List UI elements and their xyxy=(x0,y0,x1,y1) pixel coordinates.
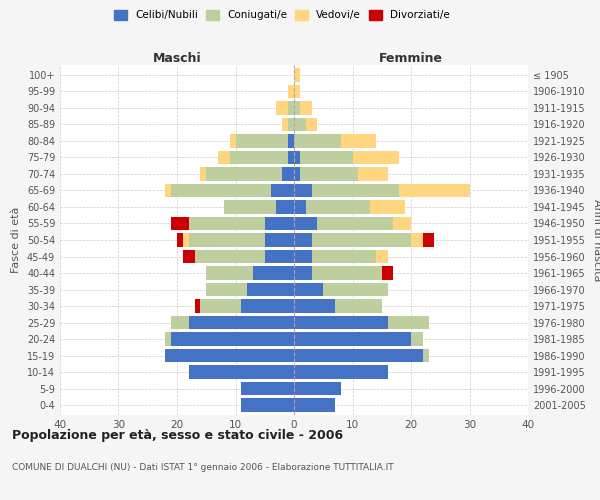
Bar xyxy=(277,101,288,114)
Bar xyxy=(335,300,382,313)
Bar xyxy=(188,233,265,247)
Bar xyxy=(171,332,294,346)
Bar xyxy=(294,216,317,230)
Bar xyxy=(253,266,294,280)
Bar xyxy=(218,150,230,164)
Bar xyxy=(400,184,470,197)
Bar xyxy=(165,184,171,197)
Bar xyxy=(283,167,294,180)
Bar xyxy=(277,200,294,214)
Y-axis label: Anni di nascita: Anni di nascita xyxy=(592,198,600,281)
Bar xyxy=(294,84,300,98)
Bar xyxy=(247,283,294,296)
Text: Femmine: Femmine xyxy=(379,52,443,65)
Bar xyxy=(411,233,422,247)
Bar xyxy=(294,349,423,362)
Bar xyxy=(288,84,294,98)
Bar xyxy=(265,250,294,264)
Bar xyxy=(370,200,405,214)
Bar xyxy=(388,316,428,330)
Bar xyxy=(294,118,306,131)
Bar xyxy=(311,184,400,197)
Bar xyxy=(300,101,311,114)
Bar xyxy=(294,382,341,396)
Bar xyxy=(171,184,271,197)
Bar xyxy=(311,266,382,280)
Bar xyxy=(171,316,188,330)
Legend: Celibi/Nubili, Coniugati/e, Vedovi/e, Divorziati/e: Celibi/Nubili, Coniugati/e, Vedovi/e, Di… xyxy=(114,10,450,20)
Bar xyxy=(294,68,300,82)
Bar xyxy=(188,216,265,230)
Bar xyxy=(194,300,200,313)
Bar xyxy=(171,216,188,230)
Bar xyxy=(300,167,358,180)
Text: Popolazione per età, sesso e stato civile - 2006: Popolazione per età, sesso e stato civil… xyxy=(12,430,343,442)
Bar xyxy=(241,382,294,396)
Bar xyxy=(265,216,294,230)
Bar xyxy=(288,101,294,114)
Bar xyxy=(353,150,400,164)
Bar xyxy=(188,316,294,330)
Bar xyxy=(265,233,294,247)
Bar xyxy=(306,200,370,214)
Bar xyxy=(241,300,294,313)
Bar xyxy=(183,250,194,264)
Bar xyxy=(341,134,376,147)
Text: Maschi: Maschi xyxy=(152,52,202,65)
Bar xyxy=(230,150,288,164)
Bar xyxy=(411,332,422,346)
Bar xyxy=(294,167,300,180)
Y-axis label: Fasce di età: Fasce di età xyxy=(11,207,21,273)
Bar xyxy=(235,134,288,147)
Bar xyxy=(394,216,411,230)
Bar xyxy=(376,250,388,264)
Bar xyxy=(206,283,247,296)
Bar xyxy=(306,118,317,131)
Bar xyxy=(294,266,311,280)
Bar xyxy=(423,349,428,362)
Bar xyxy=(382,266,394,280)
Bar xyxy=(294,184,311,197)
Bar xyxy=(177,233,183,247)
Bar xyxy=(282,118,288,131)
Bar xyxy=(200,300,241,313)
Bar xyxy=(311,250,376,264)
Bar xyxy=(358,167,388,180)
Bar xyxy=(288,118,294,131)
Bar xyxy=(188,366,294,379)
Bar xyxy=(294,283,323,296)
Bar xyxy=(224,200,277,214)
Bar xyxy=(294,332,411,346)
Bar xyxy=(206,167,283,180)
Bar xyxy=(294,250,311,264)
Bar xyxy=(294,134,341,147)
Bar xyxy=(194,250,265,264)
Bar xyxy=(241,398,294,412)
Bar xyxy=(294,316,388,330)
Bar xyxy=(271,184,294,197)
Bar xyxy=(294,366,388,379)
Bar xyxy=(423,233,434,247)
Bar xyxy=(294,200,306,214)
Bar xyxy=(200,167,206,180)
Bar xyxy=(317,216,394,230)
Bar xyxy=(230,134,235,147)
Bar xyxy=(323,283,388,296)
Bar xyxy=(206,266,253,280)
Bar xyxy=(300,150,353,164)
Bar xyxy=(183,233,188,247)
Text: COMUNE DI DUALCHI (NU) - Dati ISTAT 1° gennaio 2006 - Elaborazione TUTTITALIA.IT: COMUNE DI DUALCHI (NU) - Dati ISTAT 1° g… xyxy=(12,464,394,472)
Bar xyxy=(294,398,335,412)
Bar xyxy=(294,300,335,313)
Bar xyxy=(311,233,411,247)
Bar xyxy=(294,233,311,247)
Bar xyxy=(294,150,300,164)
Bar xyxy=(288,150,294,164)
Bar xyxy=(294,101,300,114)
Bar xyxy=(288,134,294,147)
Bar xyxy=(165,332,171,346)
Bar xyxy=(165,349,294,362)
